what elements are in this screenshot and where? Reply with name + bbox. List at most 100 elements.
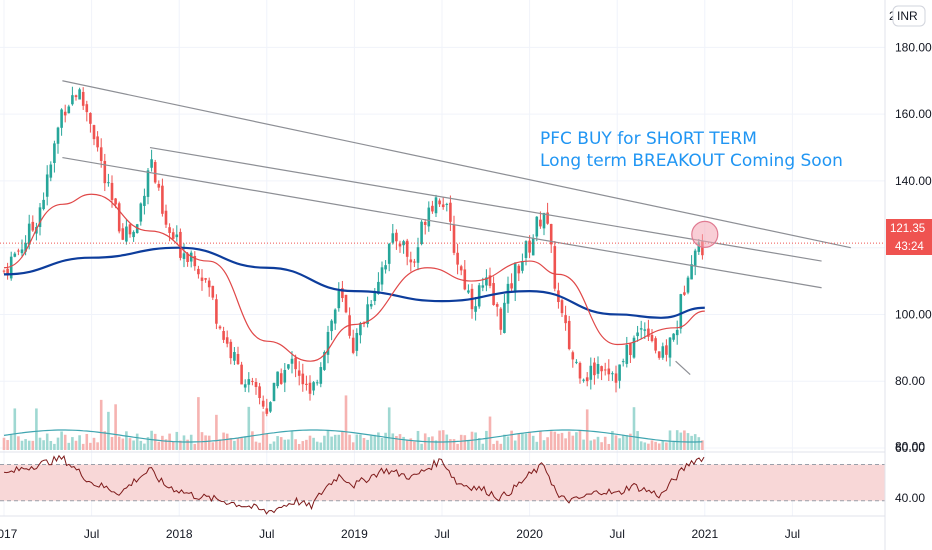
volume-bar [632, 407, 636, 450]
volume-bar [672, 441, 675, 450]
currency-badge[interactable]: 2 INR [889, 5, 926, 27]
volume-bar [276, 436, 279, 450]
candle-body [524, 241, 528, 258]
candle-body [380, 267, 384, 285]
volume-bar [211, 442, 215, 450]
candle-body [369, 304, 373, 307]
volume-bar [571, 435, 575, 450]
currency-badge-frame [892, 5, 926, 27]
volume-bar [683, 430, 686, 450]
volume-bar [557, 433, 560, 450]
candle-body [20, 249, 24, 254]
volume-bar [377, 432, 380, 450]
trendlines [0, 80, 885, 375]
volume-bar [344, 395, 348, 450]
volume-bars [2, 395, 704, 450]
candle-body [6, 268, 9, 276]
volume-bar [45, 433, 49, 450]
candle-body [474, 306, 477, 312]
time-tick-label: Jul [785, 527, 800, 541]
volume-bar [143, 443, 146, 450]
candle-body [89, 113, 92, 124]
volume-bar [240, 437, 243, 450]
trendline-1 [62, 80, 851, 249]
candle-body [207, 280, 211, 288]
volume-bar [175, 431, 179, 450]
volume-bar [524, 433, 528, 450]
volume-bar [207, 435, 211, 450]
volume-bar [135, 433, 139, 450]
candle-body [647, 328, 650, 337]
candle-body [236, 354, 240, 365]
candle-body [503, 302, 506, 333]
volume-bar [402, 436, 405, 450]
candle-body [272, 382, 276, 402]
time-axis[interactable]: 2017 Jul 2018 Jul 2019 Jul 2020 Jul 2021 Jul [0, 527, 800, 541]
candle-body [675, 329, 679, 336]
last-price-value: 121.35 [890, 223, 925, 235]
candle-body [531, 238, 535, 256]
volume-bar [128, 438, 132, 450]
volume-bar [593, 439, 596, 450]
volume-bar [531, 435, 535, 450]
candle-body [686, 277, 690, 293]
candle-body [9, 256, 13, 279]
volume-bar [171, 442, 175, 450]
volume-bar [121, 438, 125, 450]
candle-body [632, 337, 636, 358]
candle-body [409, 259, 413, 263]
volume-bar [503, 434, 506, 450]
bar-countdown-box [886, 237, 932, 255]
candle-body [171, 232, 175, 239]
bar-countdown-value: 43:24 [895, 241, 924, 253]
candle-body [657, 351, 661, 358]
price-tick-label: 60.00 [895, 441, 925, 455]
candle-body [495, 304, 499, 307]
volume-bar [567, 431, 571, 450]
candle-body [276, 371, 279, 387]
volume-bar [132, 440, 135, 450]
volume-bar [297, 443, 301, 450]
candle-body [323, 352, 326, 370]
volume-bar [279, 437, 283, 450]
candle-body [240, 364, 243, 385]
price-candles [2, 86, 704, 417]
volume-bar [413, 441, 416, 450]
candle-body [438, 200, 441, 205]
sma-fast-line [3, 193, 705, 362]
volume-bar [17, 436, 20, 450]
rsi-axis[interactable]: 80.00 40.00 [895, 439, 925, 505]
candle-body [477, 285, 481, 307]
volume-bar [665, 442, 668, 450]
candle-body [297, 370, 301, 376]
volume-bar [200, 432, 204, 450]
volume-bar [110, 436, 114, 450]
candle-body [17, 250, 20, 252]
time-tick-label: 2021 [691, 527, 718, 541]
candle-body [701, 241, 704, 256]
volume-bar [607, 443, 611, 450]
candle-body [431, 205, 434, 212]
candle-body [204, 278, 207, 280]
candle-body [575, 361, 578, 363]
candle-body [337, 290, 341, 309]
candle-body [693, 250, 697, 266]
candle-body [168, 227, 171, 233]
candle-body [629, 343, 632, 356]
volume-bar [553, 431, 557, 450]
volume-bar [107, 411, 110, 450]
volume-bar [218, 439, 222, 450]
candle-body [449, 202, 452, 222]
annotation-line-1: PFC BUY for SHORT TERM [540, 129, 757, 149]
volume-bar [204, 435, 207, 450]
candle-body [179, 231, 182, 258]
last-price-label: 121.35 43:24 [886, 219, 932, 255]
candle-body [596, 364, 600, 374]
volume-bar [467, 440, 470, 450]
candle-body [254, 381, 258, 388]
volume-bar [611, 431, 614, 450]
price-tick-label: 100.00 [895, 307, 932, 321]
volume-bar [373, 434, 377, 450]
candle-body [81, 91, 85, 106]
volume-bar [261, 411, 265, 450]
